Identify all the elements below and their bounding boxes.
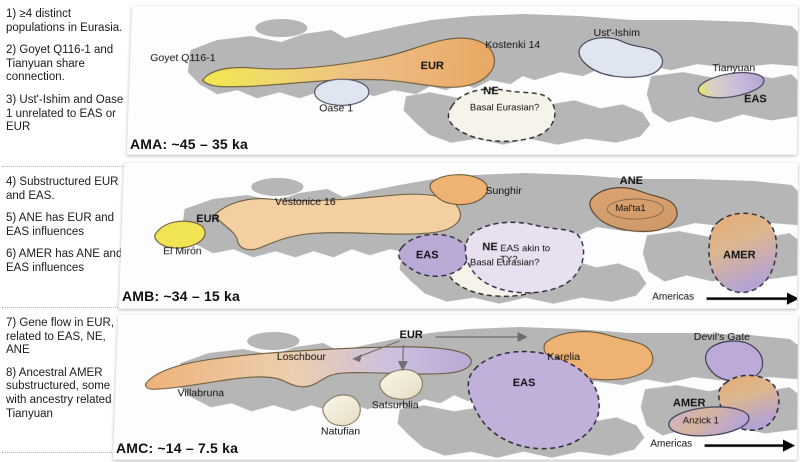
label-eas-AMC: EAS xyxy=(512,377,536,390)
panel-AMA: Goyet Q116-1 EUR Kostenki 14 Oase 1 NE B… xyxy=(126,6,798,155)
label-amer-AMB: AMER xyxy=(722,249,756,262)
arrowhead-americas-AMB xyxy=(786,292,798,305)
map-AMB xyxy=(153,172,798,305)
label-vestonice-16: Věstonice 16 xyxy=(274,196,336,209)
label-eas-AMA: EAS xyxy=(744,93,767,106)
panel-AMA-content: Goyet Q116-1 EUR Kostenki 14 Oase 1 NE B… xyxy=(127,6,798,155)
label-oase-1: Oase 1 xyxy=(319,102,354,115)
blob-ust-ishim-AMA xyxy=(579,38,663,78)
label-eas-AMB: EAS xyxy=(415,249,439,262)
blob-eur-AMA xyxy=(201,37,494,88)
notes-group-c: 7) Gene flow in EUR, related to EAS, NE,… xyxy=(6,317,130,430)
label-eur-AMB: EUR xyxy=(196,213,220,226)
note-3: 3) Ust'-Ishim and Oase 1 unrelated to EA… xyxy=(6,93,124,134)
note-8: 8) Ancestral AMER substructured, some wi… xyxy=(6,366,125,420)
label-malta1: Mal'ta1 xyxy=(615,203,646,215)
note-7: 7) Gene flow in EUR, related to EAS, NE,… xyxy=(6,317,115,357)
note-6: 6) AMER has ANE and EAS influences xyxy=(6,248,123,274)
label-americas-AMC: Americas xyxy=(650,438,693,450)
note-4: 4) Substructured EUR and EAS. xyxy=(6,176,119,202)
notes-group-a: 1) ≥4 distinct populations in Eurasia. 2… xyxy=(6,8,130,144)
era-label-AMA: AMA: ~45 – 35 ka xyxy=(130,136,248,152)
blob-oase1-AMA xyxy=(314,79,369,105)
blob-el-miron-AMB xyxy=(153,220,206,248)
blob-eas-akin-ty-AMB xyxy=(464,222,584,292)
label-villabruna: Villabruna xyxy=(177,387,225,400)
label-ne-AMA: NE xyxy=(483,85,499,98)
label-el-miron: El Mirón xyxy=(162,245,202,258)
label-satsurblia: Satsurblia xyxy=(371,399,419,412)
map-AMA xyxy=(187,13,798,145)
label-devils-gate: Devil's Gate xyxy=(693,330,751,344)
arrowhead-americas-AMC xyxy=(782,439,796,452)
annotations-column: 1) ≥4 distinct populations in Eurasia. 2… xyxy=(0,0,130,462)
blob-natufian-AMC xyxy=(322,395,360,426)
label-karelia: Karelia xyxy=(547,351,581,364)
label-goyet-q116-1: Goyet Q116-1 xyxy=(150,52,216,65)
label-ust-ishim: Ust'-Ishim xyxy=(593,27,641,40)
divider-a-b xyxy=(2,166,128,168)
era-label-AMB: AMB: ~34 – 15 ka xyxy=(122,288,240,304)
notes-group-b: 4) Substructured EUR and EAS. 5) ANE has… xyxy=(6,176,130,285)
blob-eas-AMB xyxy=(398,234,468,276)
blob-eas-AMC xyxy=(467,352,600,449)
note-2: 2) Goyet Q116-1 and Tianyuan share conne… xyxy=(6,44,114,84)
panel-AMC: Villabruna Loschbour EUR Karelia Satsurb… xyxy=(112,315,798,460)
divider-b-c xyxy=(2,307,128,309)
blob-eur-AMB xyxy=(213,193,460,250)
label-basal-eurasian-AMA: Basal Eurasian? xyxy=(469,102,540,114)
blob-anzick1-AMC xyxy=(668,404,750,439)
note-1: 1) ≥4 distinct populations in Eurasia. xyxy=(6,8,123,34)
label-tianyuan-AMA: Tianyuan xyxy=(712,62,756,75)
divider-bottom xyxy=(2,452,128,454)
map-AMC xyxy=(113,326,798,458)
label-amer-AMC: AMER xyxy=(672,397,706,410)
label-kostenki-14: Kostenki 14 xyxy=(485,39,541,52)
label-eur-AMA: EUR xyxy=(420,60,445,73)
blob-devils-gate-AMC xyxy=(705,341,762,381)
label-ane-AMB: ANE xyxy=(619,174,644,188)
panel-AMB: El Mirón EUR Věstonice 16 Sunghir NE Bas… xyxy=(118,163,798,309)
blob-ane-malta1-AMB xyxy=(589,188,677,232)
blob-basal-eurasian-AMA xyxy=(448,89,555,141)
blob-sunghir-AMB xyxy=(429,174,488,205)
label-anzick-1: Anzick 1 xyxy=(682,415,719,427)
label-sunghir: Sunghir xyxy=(485,185,522,198)
label-natufian: Natufian xyxy=(320,425,361,438)
label-eur-AMC: EUR xyxy=(399,328,423,342)
label-americas-AMB: Americas xyxy=(652,291,695,303)
label-loschbour: Loschbour xyxy=(276,351,327,364)
blob-satsurblia-AMC xyxy=(379,370,422,400)
panel-AMB-content: El Mirón EUR Věstonice 16 Sunghir NE Bas… xyxy=(119,163,798,309)
label-eas-akin-ty: EAS akin to TY? xyxy=(499,243,551,266)
note-5: 5) ANE has EUR and EAS influences xyxy=(6,212,115,238)
panel-AMC-content: Villabruna Loschbour EUR Karelia Satsurb… xyxy=(113,315,798,460)
blob-amer-AMB xyxy=(709,213,777,292)
label-ne-AMB: NE xyxy=(482,241,498,254)
era-label-AMC: AMC: ~14 – 7.5 ka xyxy=(116,440,239,456)
blob-villabruna-loschbour-AMC xyxy=(145,347,471,389)
